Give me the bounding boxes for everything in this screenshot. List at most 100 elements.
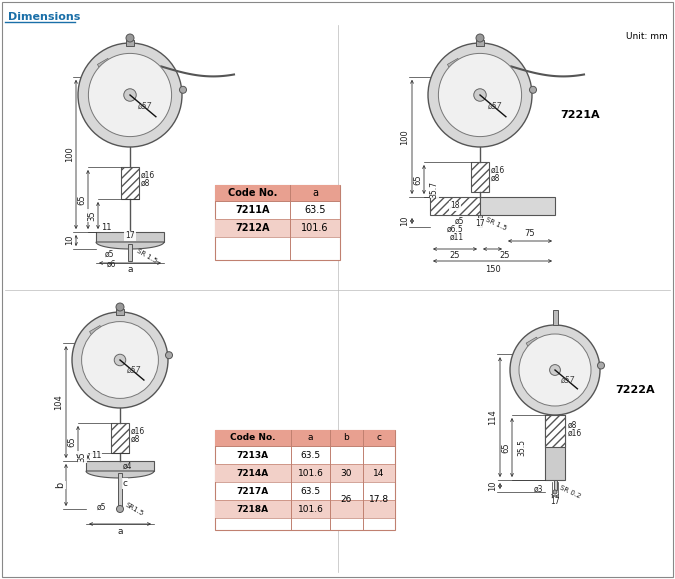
Text: ø8: ø8 — [491, 174, 500, 183]
Bar — [215, 219, 340, 237]
Circle shape — [72, 312, 168, 408]
Text: 150: 150 — [485, 265, 500, 273]
Circle shape — [549, 365, 560, 375]
Text: 75: 75 — [524, 229, 535, 239]
Bar — [553, 310, 558, 325]
Bar — [545, 415, 565, 447]
Text: 35: 35 — [88, 210, 97, 221]
Bar — [480, 197, 555, 215]
Text: SR 0.2: SR 0.2 — [559, 484, 582, 499]
Text: SR 1.5: SR 1.5 — [136, 248, 159, 264]
Text: 63.5: 63.5 — [304, 205, 326, 215]
Circle shape — [428, 43, 532, 147]
Text: Code No.: Code No. — [227, 188, 277, 198]
Text: a: a — [308, 434, 313, 442]
Text: 17: 17 — [550, 497, 560, 507]
Text: 7212A: 7212A — [236, 223, 270, 233]
Bar — [448, 58, 460, 69]
Text: 7211A: 7211A — [236, 205, 270, 215]
Circle shape — [529, 86, 537, 93]
Polygon shape — [86, 471, 154, 478]
Circle shape — [88, 53, 171, 137]
Bar — [478, 215, 482, 227]
Circle shape — [117, 505, 124, 512]
Text: c: c — [122, 479, 128, 488]
Text: 65: 65 — [68, 437, 76, 448]
Text: 35.5: 35.5 — [518, 439, 526, 456]
Text: 104: 104 — [55, 394, 63, 410]
Text: 30: 30 — [341, 468, 352, 478]
Bar — [118, 473, 122, 506]
Text: 100: 100 — [400, 129, 410, 145]
Text: 18: 18 — [450, 201, 460, 211]
Circle shape — [78, 43, 182, 147]
Bar — [116, 309, 124, 315]
Text: 35.7: 35.7 — [429, 181, 439, 197]
Text: b: b — [55, 482, 65, 488]
Text: ø3: ø3 — [533, 485, 543, 494]
Bar — [128, 244, 132, 261]
Text: ø16: ø16 — [491, 166, 506, 175]
Bar — [86, 461, 154, 471]
Text: ø16: ø16 — [131, 427, 145, 436]
Bar — [554, 480, 557, 490]
Bar — [215, 185, 340, 260]
Text: 65: 65 — [502, 442, 510, 453]
Text: 65: 65 — [78, 194, 86, 205]
Bar — [215, 500, 395, 518]
Text: ø8: ø8 — [141, 179, 151, 188]
Text: a: a — [128, 266, 133, 274]
Text: 17: 17 — [125, 232, 135, 240]
Text: 11: 11 — [90, 452, 101, 460]
Bar — [111, 423, 129, 453]
Bar — [90, 325, 103, 336]
Text: ø11: ø11 — [450, 233, 464, 242]
Polygon shape — [96, 242, 164, 249]
Circle shape — [519, 334, 591, 406]
Text: 26: 26 — [341, 496, 352, 504]
Circle shape — [474, 89, 486, 101]
Text: Code No.: Code No. — [230, 434, 275, 442]
Text: 101.6: 101.6 — [298, 468, 323, 478]
Bar — [97, 58, 110, 69]
Text: ø8: ø8 — [131, 435, 140, 444]
Text: ø6: ø6 — [107, 260, 116, 269]
Text: 14: 14 — [373, 468, 385, 478]
Text: ø57: ø57 — [560, 375, 575, 384]
Bar — [126, 40, 134, 46]
Text: 17.8: 17.8 — [369, 496, 389, 504]
Circle shape — [165, 351, 173, 359]
Text: 25: 25 — [500, 251, 510, 261]
Circle shape — [114, 354, 126, 366]
Text: ø57: ø57 — [126, 366, 140, 375]
Text: a: a — [117, 526, 123, 536]
Circle shape — [438, 53, 522, 137]
Text: Unit: mm: Unit: mm — [626, 32, 668, 41]
Text: 100: 100 — [65, 146, 74, 162]
Text: 10: 10 — [489, 481, 497, 491]
Text: ø5: ø5 — [97, 503, 106, 512]
Text: 7213A: 7213A — [237, 450, 269, 460]
Text: 11: 11 — [101, 222, 111, 232]
Text: 10: 10 — [400, 216, 410, 226]
Bar — [96, 232, 164, 242]
Circle shape — [116, 303, 124, 311]
Bar — [430, 197, 480, 215]
Text: 114: 114 — [489, 409, 497, 425]
Bar — [545, 415, 565, 480]
Text: 63.5: 63.5 — [300, 486, 321, 496]
Text: ø57: ø57 — [487, 102, 502, 111]
Text: 7217A: 7217A — [237, 486, 269, 496]
Bar — [215, 185, 340, 201]
Text: 101.6: 101.6 — [298, 504, 323, 514]
Text: b: b — [344, 434, 349, 442]
Circle shape — [82, 321, 159, 398]
Text: ø16: ø16 — [141, 171, 155, 180]
Text: 35: 35 — [78, 452, 86, 462]
Text: ø16: ø16 — [568, 429, 583, 438]
Text: 63.5: 63.5 — [300, 450, 321, 460]
Text: c: c — [376, 434, 381, 442]
Text: ø6.5: ø6.5 — [448, 225, 464, 234]
Circle shape — [597, 362, 605, 369]
Text: 7221A: 7221A — [560, 110, 599, 120]
